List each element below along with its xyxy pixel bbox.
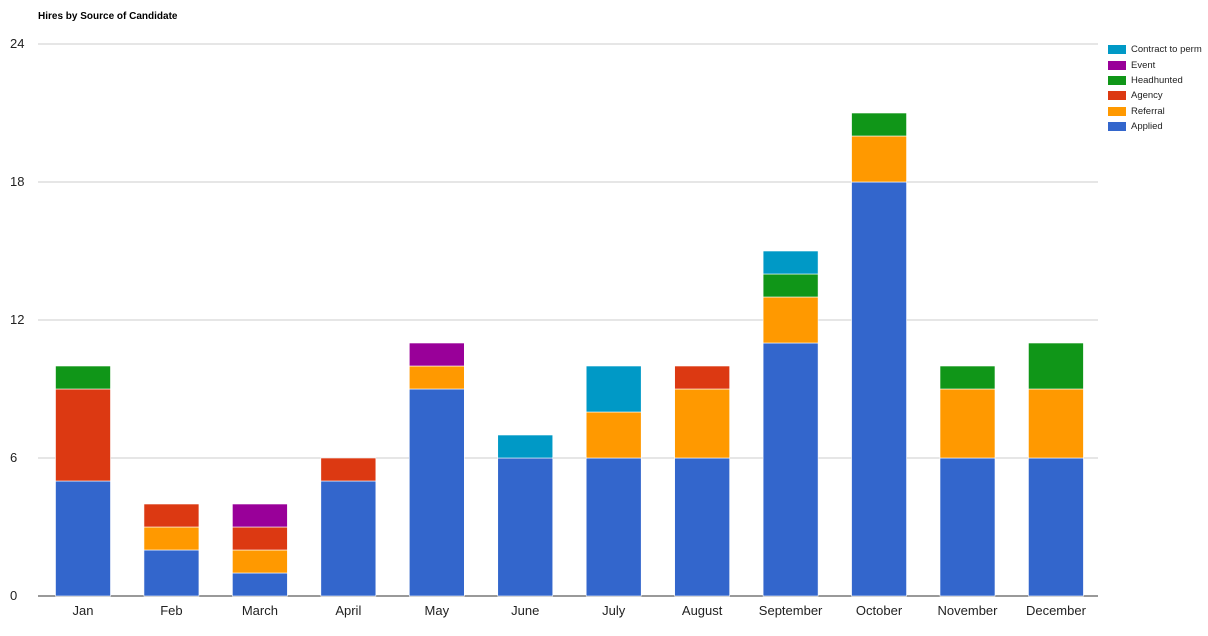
- legend-item: Applied: [1108, 119, 1202, 134]
- y-tick-label: 24: [10, 36, 24, 51]
- bar-segment: [232, 526, 288, 551]
- legend-swatch: [1108, 75, 1126, 85]
- bars: [55, 112, 1084, 597]
- legend: Contract to perm Event Headhunted Agency Ref…: [1108, 42, 1202, 134]
- bar-segment: [320, 480, 377, 597]
- bar-segment: [762, 296, 819, 344]
- x-tick-label: June: [511, 603, 539, 618]
- legend-swatch: [1108, 122, 1126, 132]
- legend-item: Headhunted: [1108, 73, 1202, 88]
- legend-label: Headhunted: [1131, 74, 1183, 86]
- bar-segment: [674, 457, 730, 597]
- bar-segment: [232, 503, 288, 528]
- bar-segment: [408, 342, 465, 367]
- bar-segment: [939, 457, 996, 597]
- legend-swatch: [1108, 91, 1126, 101]
- bar-segment: [939, 365, 996, 390]
- legend-label: Event: [1131, 59, 1156, 71]
- bar-segment: [851, 135, 907, 183]
- axes: 0 6 12 18 24 Jan Feb March April May June July Augus…: [10, 36, 1087, 618]
- legend-label: Applied: [1131, 121, 1163, 133]
- y-tick-label: 18: [10, 174, 24, 189]
- legend-item: Referral: [1108, 104, 1202, 119]
- bar-segment: [851, 181, 907, 597]
- bar-segment: [232, 549, 288, 574]
- bar-segment: [55, 388, 111, 482]
- legend-label: Referral: [1131, 105, 1165, 117]
- bar-segment: [851, 112, 907, 137]
- bar-segment: [408, 365, 465, 390]
- x-tick-label: November: [938, 603, 999, 618]
- bar-segment: [497, 457, 554, 597]
- bar-segment: [320, 457, 377, 482]
- bar-segment: [762, 273, 819, 298]
- bar-segment: [585, 365, 642, 413]
- bar-segment: [55, 365, 111, 390]
- bar-segment: [674, 365, 730, 390]
- legend-item: Contract to perm: [1108, 42, 1202, 57]
- bar-segment: [762, 342, 819, 597]
- x-tick-label: April: [335, 603, 361, 618]
- x-tick-label: October: [856, 603, 903, 618]
- gridlines: [38, 43, 1098, 597]
- bar-segment: [143, 526, 200, 551]
- bar-segment: [1028, 342, 1084, 390]
- x-tick-label: December: [1026, 603, 1087, 618]
- bar-segment: [143, 549, 200, 597]
- chart-title: Hires by Source of Candidate: [38, 11, 178, 22]
- x-tick-label: Jan: [73, 603, 94, 618]
- x-tick-label: March: [242, 603, 278, 618]
- bar-segment: [762, 250, 819, 275]
- bar-segment: [585, 411, 642, 459]
- bar-segment: [1028, 457, 1084, 597]
- y-tick-label: 12: [10, 312, 24, 327]
- bar-segment: [408, 388, 465, 597]
- y-tick-label: 6: [10, 450, 17, 465]
- y-tick-label: 0: [10, 588, 17, 603]
- bar-segment: [55, 480, 111, 597]
- legend-label: Agency: [1131, 90, 1163, 102]
- legend-item: Event: [1108, 57, 1202, 72]
- x-tick-label: July: [602, 603, 626, 618]
- legend-swatch: [1108, 106, 1126, 116]
- legend-swatch: [1108, 60, 1126, 70]
- bar-segment: [497, 434, 554, 459]
- bar-segment: [143, 503, 200, 528]
- legend-item: Agency: [1108, 88, 1202, 103]
- bar-segment: [585, 457, 642, 597]
- x-tick-label: Feb: [160, 603, 182, 618]
- bar-segment: [1028, 388, 1084, 459]
- x-tick-label: September: [759, 603, 823, 618]
- legend-swatch: [1108, 45, 1126, 55]
- x-tick-label: May: [425, 603, 450, 618]
- x-tick-label: August: [682, 603, 723, 618]
- legend-label: Contract to perm: [1131, 44, 1202, 56]
- bar-segment: [674, 388, 730, 459]
- bar-segment: [939, 388, 996, 459]
- bar-segment: [232, 572, 288, 597]
